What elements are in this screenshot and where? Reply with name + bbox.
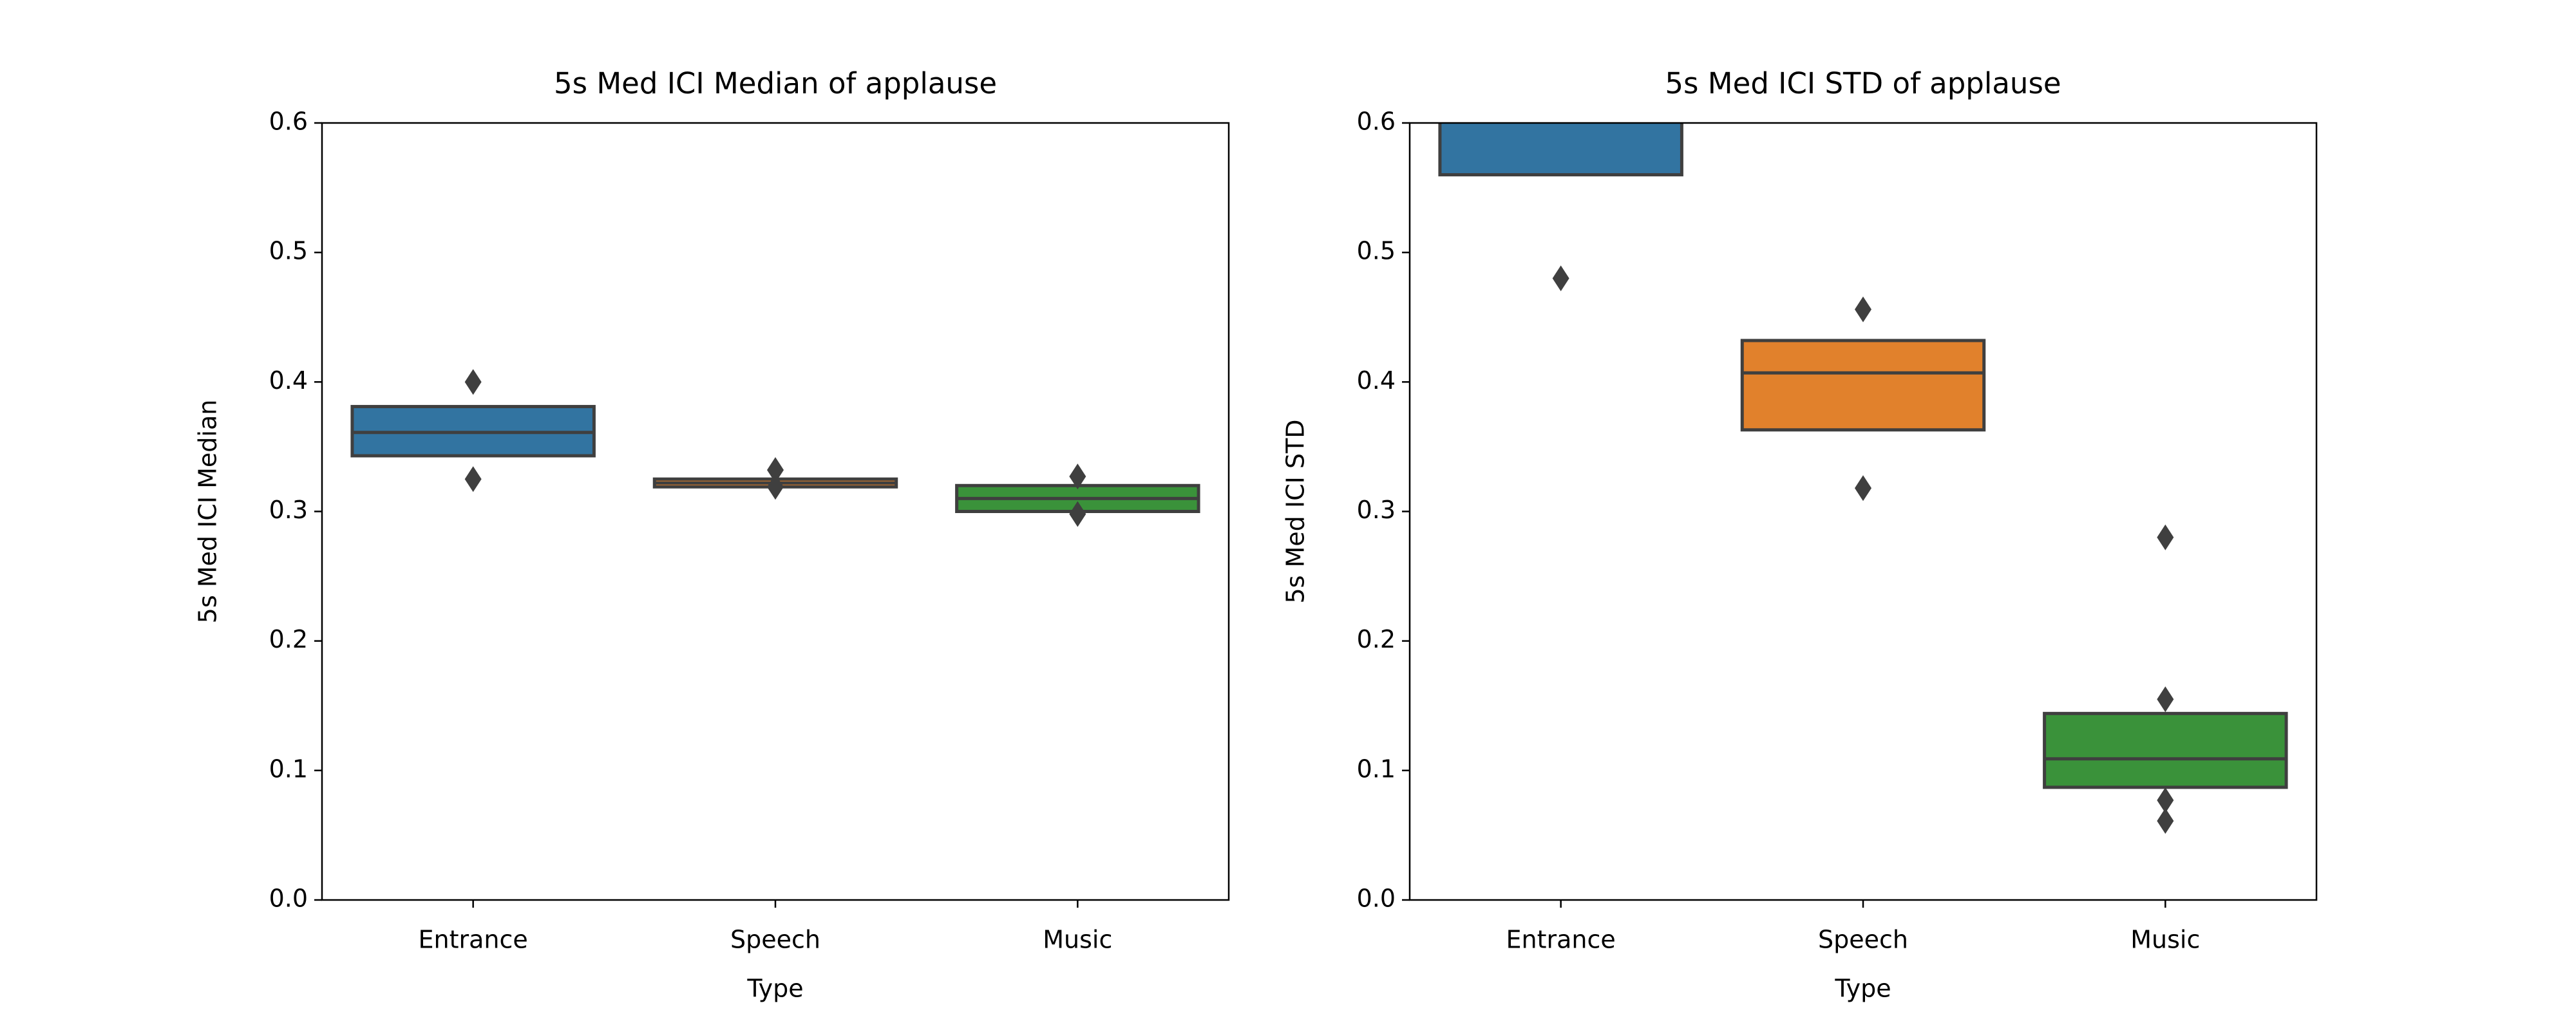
y-tick-label: 0.5	[269, 237, 308, 265]
outlier	[2157, 686, 2174, 713]
outlier	[2157, 808, 2174, 834]
y-tick-label: 0.0	[1357, 885, 1396, 913]
outlier	[2157, 787, 2174, 814]
outlier	[464, 466, 482, 492]
axes-frame	[321, 122, 1230, 901]
x-tick-label: Music	[2130, 926, 2200, 954]
plot-area	[1438, 123, 2288, 834]
outlier	[1069, 464, 1086, 490]
y-axis-label: 5s Med ICI STD	[1282, 419, 1310, 603]
y-tick-label: 0.4	[1357, 366, 1396, 395]
outlier	[1855, 296, 1871, 323]
y-tick-label: 0.2	[1357, 625, 1396, 653]
y-tick-label: 0.5	[1357, 237, 1396, 265]
y-axis-label: 5s Med ICI Median	[194, 400, 222, 624]
plot-area	[350, 369, 1200, 527]
y-tick-label: 0.0	[269, 885, 308, 913]
x-axis-label: Type	[1834, 975, 1891, 1003]
y-tick-label: 0.4	[269, 366, 308, 395]
y-tick-label: 0.1	[1357, 754, 1396, 783]
axes-frame	[1408, 122, 2318, 901]
outlier	[1069, 501, 1086, 527]
box	[2043, 711, 2288, 789]
box	[1740, 339, 1986, 432]
chart-title: 5s Med ICI Median of applause	[554, 66, 997, 100]
x-tick-label: Music	[1043, 926, 1112, 954]
outlier	[767, 457, 784, 483]
outlier	[2157, 524, 2174, 550]
y-tick-label: 0.3	[269, 496, 308, 524]
x-axis-label: Type	[746, 975, 803, 1003]
chart-title: 5s Med ICI STD of applause	[1665, 66, 2061, 100]
y-tick-label: 0.1	[269, 754, 308, 783]
outlier	[767, 474, 784, 500]
outlier	[1552, 265, 1569, 292]
outlier	[1855, 475, 1871, 501]
box	[1438, 123, 1683, 176]
outlier	[464, 369, 482, 395]
x-tick-label: Entrance	[1506, 926, 1616, 954]
y-tick-label: 0.6	[1357, 108, 1396, 136]
y-tick-label: 0.3	[1357, 496, 1396, 524]
y-tick-label: 0.6	[269, 108, 308, 136]
x-tick-label: Entrance	[419, 926, 528, 954]
y-tick-label: 0.2	[269, 625, 308, 653]
x-tick-label: Speech	[1818, 926, 1908, 954]
x-tick-label: Speech	[730, 926, 820, 954]
